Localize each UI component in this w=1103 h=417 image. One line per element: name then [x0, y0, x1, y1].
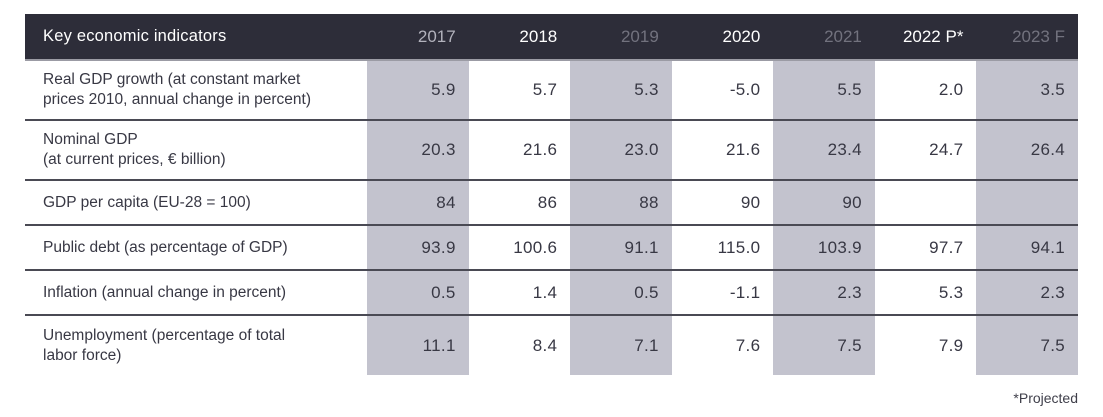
table-row-real-gdp-growth: Real GDP growth (at constant market pric… — [25, 60, 1078, 120]
value-cell: 5.7 — [468, 60, 571, 120]
value-cell: 5.9 — [367, 60, 469, 120]
indicator-label: Real GDP growth (at constant market pric… — [25, 60, 368, 120]
indicator-label: Nominal GDP (at current prices, € billio… — [25, 119, 368, 180]
value-cell: 7.5 — [976, 314, 1078, 375]
indicator-label-line1: GDP per capita (EU-28 = 100) — [43, 193, 251, 211]
value-cell: 5.5 — [773, 60, 875, 120]
table-row-unemployment: Unemployment (percentage of total labor … — [25, 314, 1078, 375]
value-cell: 7.6 — [671, 314, 774, 375]
indicator-label: Inflation (annual change in percent) — [25, 269, 368, 315]
indicator-label: Unemployment (percentage of total labor … — [25, 314, 368, 375]
indicator-label-line1: Inflation (annual change in percent) — [43, 283, 286, 301]
value-cell: 8.4 — [468, 314, 571, 375]
table-header: Key economic indicators 2017 2018 2019 2… — [25, 14, 1078, 61]
indicator-label-line1: Unemployment (percentage of total — [43, 326, 286, 344]
value-cell: 20.3 — [367, 119, 469, 180]
value-cell: 100.6 — [468, 224, 571, 270]
indicator-label: Public debt (as percentage of GDP) — [25, 224, 368, 270]
value-cell: 7.9 — [874, 314, 977, 375]
table-body: Real GDP growth (at constant market pric… — [25, 60, 1078, 375]
table-title: Key economic indicators — [25, 14, 368, 61]
value-cell: 115.0 — [671, 224, 774, 270]
value-cell: 0.5 — [367, 269, 469, 315]
year-header-2020: 2020 — [671, 14, 774, 61]
year-header-2017: 2017 — [367, 14, 469, 61]
indicator-label-line2: labor force) — [43, 346, 122, 364]
value-cell: 93.9 — [367, 224, 469, 270]
value-cell: 7.5 — [773, 314, 875, 375]
value-cell: 5.3 — [570, 60, 672, 120]
key-economic-indicators-table: Key economic indicators 2017 2018 2019 2… — [25, 14, 1078, 375]
year-header-2021: 2021 — [773, 14, 875, 61]
projected-footnote: *Projected — [1013, 390, 1078, 406]
year-header-2023: 2023 F — [976, 14, 1078, 61]
value-cell: 2.0 — [874, 60, 977, 120]
indicator-label-line2: prices 2010, annual change in percent) — [43, 91, 311, 108]
table-row-public-debt: Public debt (as percentage of GDP) 93.9 … — [25, 224, 1078, 270]
table-row-inflation: Inflation (annual change in percent) 0.5… — [25, 269, 1078, 315]
value-cell — [976, 179, 1078, 225]
year-header-2018: 2018 — [468, 14, 571, 61]
value-cell: 3.5 — [976, 60, 1078, 120]
value-cell: 26.4 — [976, 119, 1078, 180]
header-row: Key economic indicators 2017 2018 2019 2… — [25, 14, 1078, 61]
value-cell: 2.3 — [773, 269, 875, 315]
value-cell: 91.1 — [570, 224, 672, 270]
value-cell: -1.1 — [671, 269, 774, 315]
value-cell: 88 — [570, 179, 672, 225]
value-cell: 2.3 — [976, 269, 1078, 315]
value-cell: 23.0 — [570, 119, 672, 180]
value-cell: 21.6 — [671, 119, 774, 180]
value-cell: 21.6 — [468, 119, 571, 180]
value-cell: 90 — [773, 179, 875, 225]
value-cell: 90 — [671, 179, 774, 225]
value-cell: 84 — [367, 179, 469, 225]
table-row-gdp-per-capita: GDP per capita (EU-28 = 100) 84 86 88 90… — [25, 179, 1078, 225]
year-header-2022: 2022 P* — [874, 14, 977, 61]
indicator-label-line2: (at current prices, € billion) — [43, 151, 226, 168]
value-cell: 0.5 — [570, 269, 672, 315]
value-cell: 7.1 — [570, 314, 672, 375]
indicator-label-line1: Real GDP growth (at constant market — [43, 71, 301, 89]
value-cell: 23.4 — [773, 119, 875, 180]
value-cell: 24.7 — [874, 119, 977, 180]
indicator-label-line1: Public debt (as percentage of GDP) — [43, 238, 288, 256]
value-cell — [874, 179, 977, 225]
value-cell: 5.3 — [874, 269, 977, 315]
value-cell: 94.1 — [976, 224, 1078, 270]
value-cell: 11.1 — [367, 314, 469, 375]
value-cell: 1.4 — [468, 269, 571, 315]
page: Key economic indicators 2017 2018 2019 2… — [25, 14, 1078, 406]
value-cell: 103.9 — [773, 224, 875, 270]
value-cell: 97.7 — [874, 224, 977, 270]
indicator-label: GDP per capita (EU-28 = 100) — [25, 179, 368, 225]
year-header-2019: 2019 — [570, 14, 672, 61]
indicator-label-line1: Nominal GDP — [43, 131, 138, 149]
value-cell: -5.0 — [671, 60, 774, 120]
value-cell: 86 — [468, 179, 571, 225]
table-row-nominal-gdp: Nominal GDP (at current prices, € billio… — [25, 119, 1078, 180]
